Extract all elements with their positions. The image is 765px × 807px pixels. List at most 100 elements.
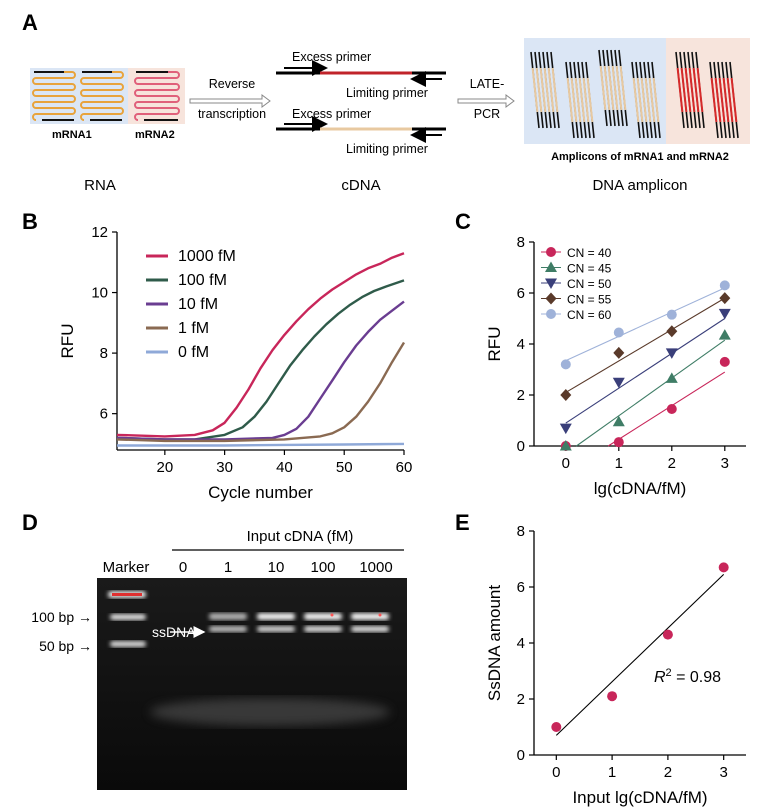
lane-label-0: 0 xyxy=(179,559,187,576)
lane-label-1000: 1000 xyxy=(359,559,392,576)
r2-superscript: 2 xyxy=(666,667,672,679)
amplicon-insert-mrna1-1-5 xyxy=(586,77,594,123)
chart-b-y-tick-label: 12 xyxy=(91,224,108,241)
chart-e-point-0-1 xyxy=(607,691,618,702)
primer-top-excess-label: Excess primer xyxy=(292,50,371,64)
amplicon-insert-mrna1-3-3 xyxy=(644,77,652,123)
chart-b-x-tick-label: 40 xyxy=(276,459,293,476)
chart-c-point-1-3 xyxy=(718,329,731,340)
amplicon-insert-mrna1-1-0 xyxy=(566,77,574,123)
amplicon-insert-mrna1-1-3 xyxy=(578,77,586,123)
chart-e-y-tick-label: 0 xyxy=(517,747,525,764)
amplicon-insert-mrna2-1-0 xyxy=(710,77,718,123)
chart-e-x-axis-label: Input lg(cDNA/fM) xyxy=(572,788,707,807)
chart-c-legend-label-1: CN = 45 xyxy=(567,262,612,276)
amplicon-insert-mrna2-0-3 xyxy=(688,67,696,113)
chart-c-y-axis-label: RFU xyxy=(485,327,504,362)
band-dsdna-lane-2 xyxy=(304,613,342,620)
panel-a-letter: A xyxy=(22,10,38,35)
chart-c-legend-label-4: CN = 60 xyxy=(567,308,612,322)
amplicon-insert-mrna1-2-2 xyxy=(607,65,615,111)
step2-label-line1: LATE- xyxy=(470,77,505,91)
chart-c-x-tick-label: 2 xyxy=(668,455,676,472)
amplicon-insert-mrna2-0-1 xyxy=(680,67,688,113)
chart-b-y-tick-label: 6 xyxy=(100,406,108,423)
chart-e-x-tick-label: 2 xyxy=(664,764,672,781)
chart-b-series-line-4 xyxy=(117,442,405,447)
band-dsdna-lane-3 xyxy=(351,613,389,620)
size-label-50bp: 50 bp → xyxy=(39,638,92,654)
chart-e-x-tick-label: 1 xyxy=(608,764,616,781)
chart-c-point-4-3 xyxy=(719,280,730,291)
primer-bot-excess-label: Excess primer xyxy=(292,107,371,121)
amplicon-insert-mrna1-1-2 xyxy=(574,77,582,123)
amplicon-insert-mrna1-3-1 xyxy=(636,77,644,123)
amplicon-insert-mrna1-0-4 xyxy=(547,67,555,113)
chart-b-series-line-1 xyxy=(116,279,405,441)
chart-c-point-1-0 xyxy=(559,440,572,451)
band-saturation-dot-1 xyxy=(378,613,382,617)
chart-c-legend-marker-1 xyxy=(545,261,557,272)
amplicon-insert-mrna1-1-4 xyxy=(582,77,590,123)
step1-label-line2: transcription xyxy=(198,107,266,121)
amplicon-insert-mrna2-0-5 xyxy=(696,67,704,113)
chart-c-point-2-2 xyxy=(665,348,678,359)
chart-c-point-4-0 xyxy=(560,359,571,370)
chart-c-legend-marker-0 xyxy=(546,247,556,257)
amplicon-insert-mrna1-3-4 xyxy=(648,77,656,123)
chart-c-y-tick-label: 6 xyxy=(517,285,525,302)
chart-c-point-4-1 xyxy=(613,327,624,338)
chart-b-x-axis-label: Cycle number xyxy=(208,483,313,502)
chart-b-legend-label-4: 0 fM xyxy=(178,344,209,361)
amplicon-insert-mrna1-3-0 xyxy=(632,77,640,123)
panel-a: A mRNA1 mRNA2 Reverse transcription Exce… xyxy=(22,10,750,194)
chart-e-y-tick-label: 4 xyxy=(517,635,525,652)
chart-c-x-tick-label: 3 xyxy=(721,455,729,472)
band-dsdna-lane-1 xyxy=(257,613,295,620)
panel-d-letter: D xyxy=(22,510,38,535)
mrna2-label: mRNA2 xyxy=(135,129,175,141)
amplicon-insert-mrna1-3-5 xyxy=(652,77,660,123)
gel-image xyxy=(97,578,407,790)
chart-c-y-tick-label: 4 xyxy=(517,336,525,353)
band-saturation-dot-0 xyxy=(330,613,334,617)
chart-b-legend-label-1: 100 fM xyxy=(178,272,227,289)
marker-band-50bp xyxy=(110,641,146,647)
chart-c-legend-marker-2 xyxy=(545,278,557,289)
chart-c-point-2-3 xyxy=(718,308,731,320)
amplicon-bundles xyxy=(530,49,739,139)
gel-primer-haze xyxy=(150,698,390,726)
chart-c-point-3-3 xyxy=(719,292,731,305)
amplicon-insert-mrna2-1-5 xyxy=(730,77,738,123)
chart-e-point-0-0 xyxy=(551,722,562,732)
chart-c-point-1-1 xyxy=(612,415,625,427)
chart-c-fit-line-0 xyxy=(607,371,726,447)
chart-b-y-axis-label: RFU xyxy=(58,324,77,359)
chart-e-y-tick-label: 2 xyxy=(517,691,525,708)
band-ssdna-lane-2 xyxy=(304,626,342,632)
chart-c-point-3-1 xyxy=(613,346,625,359)
chart-b-legend-label-2: 10 fM xyxy=(178,296,218,313)
chart-c-point-2-1 xyxy=(612,377,625,389)
chart-c-y-tick-label: 2 xyxy=(517,387,525,404)
chart-b-y-tick-label: 8 xyxy=(100,345,108,362)
amplicon-insert-mrna2-1-3 xyxy=(722,77,730,123)
chart-e-y-tick-label: 8 xyxy=(517,523,525,540)
chart-b-legend-label-3: 1 fM xyxy=(178,320,209,337)
amplicon-mrna1-background xyxy=(524,38,666,144)
amplicon-insert-mrna1-2-1 xyxy=(603,65,611,111)
amplicon-insert-mrna2-0-0 xyxy=(676,67,684,113)
chart-c-point-1-2 xyxy=(665,372,678,383)
gel-title: Input cDNA (fM) xyxy=(247,528,354,545)
chart-b-x-tick-label: 50 xyxy=(336,459,353,476)
stage-label-dna-amplicon: DNA amplicon xyxy=(592,177,687,194)
panel-c-letter: C xyxy=(455,209,471,234)
primer-bot-limiting-label: Limiting primer xyxy=(346,142,428,156)
panel-b-letter: B xyxy=(22,209,38,234)
chart-c-y-tick-label: 0 xyxy=(517,438,525,455)
band-dsdna-lane-0 xyxy=(209,613,247,620)
chart-b-legend-label-0: 1000 fM xyxy=(178,248,236,265)
chart-b-series-line-2 xyxy=(116,300,405,441)
amplicon-insert-mrna2-1-4 xyxy=(726,77,734,123)
